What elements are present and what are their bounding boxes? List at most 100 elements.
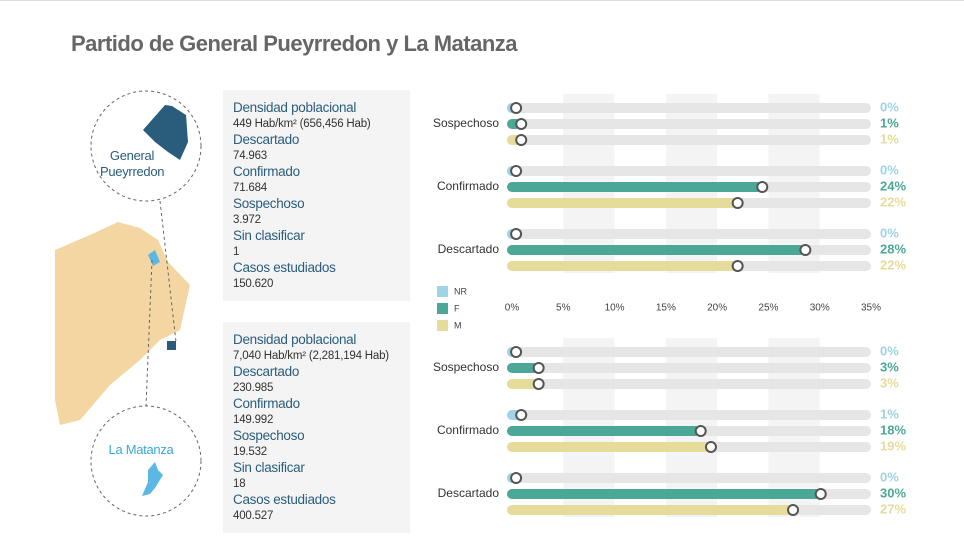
bar [507,379,539,389]
stat-value: 18 [233,478,246,490]
value-dot [515,134,528,146]
legend-swatch [437,286,448,297]
stats-box: Densidad poblacional 7,040 Hab/km² (2,281… [223,322,410,533]
x-tick-label: 5% [556,303,571,314]
stat-value: 230.985 [233,382,274,394]
bar-track [507,119,871,129]
stat-label: Confirmado [233,396,300,411]
bar-track [507,347,871,357]
matanza-marker [148,250,160,266]
bar [507,489,821,499]
stat-label: Sospechoso [233,196,305,211]
stat-label: Densidad poblacional [233,100,357,115]
value-label: 27% [880,501,906,516]
value-label: 1% [880,131,899,146]
stat-label: Sospechoso [233,428,305,443]
value-label: 1% [880,406,899,421]
stats-box: Densidad poblacional 449 Hab/km² (656,456… [223,90,410,301]
stat-label: Casos estudiados [233,492,336,507]
value-label: 0% [880,343,899,358]
category-label: Confirmado [437,423,499,437]
value-label: 0% [880,225,899,240]
value-dot [799,244,812,256]
stat-value: 7,040 Hab/km² (2,281,194 Hab) [233,350,389,362]
stat-label: Casos estudiados [233,260,336,275]
value-label: 3% [880,359,899,374]
bar [507,182,763,192]
bar-track [507,473,871,483]
stat-value: 74.963 [233,150,267,162]
value-dot [515,118,528,130]
title: Partido de General Pueyrredon y La Matan… [71,31,518,56]
stat-value: 19.532 [233,446,267,458]
value-dot [515,409,528,421]
value-dot [704,441,717,453]
value-label: 28% [880,241,906,256]
bar-track [507,166,871,176]
value-dot [787,504,800,516]
stat-value: 3.972 [233,214,261,226]
value-label: 24% [880,178,906,193]
value-label: 22% [880,194,906,209]
value-dot [510,346,523,358]
value-dot [694,425,707,437]
x-tick-label: 25% [758,303,778,314]
bar [507,442,711,452]
bar [507,363,539,373]
pueyrredon-marker [167,341,176,350]
stat-value: 149.992 [233,414,274,426]
bar-track [507,103,871,113]
connector [145,259,153,407]
pueyrredon-shape [143,105,188,160]
x-tick-label: 30% [810,303,830,314]
bar-track [507,410,871,420]
stat-label: Confirmado [233,164,300,179]
value-dot [756,181,769,193]
matanza-shape [142,462,163,496]
stat-label: Sin clasificar [233,228,305,243]
value-dot [510,102,523,114]
value-dot [532,362,545,374]
category-label: Confirmado [437,179,499,193]
value-dot [731,260,744,272]
bar [507,261,738,271]
value-label: 0% [880,99,899,114]
stat-label: Descartado [233,364,300,379]
value-label: 1% [880,115,899,130]
x-tick-label: 20% [707,303,727,314]
zoom-circle [90,405,202,517]
category-label: Sospechoso [433,360,499,374]
stat-value: 449 Hab/km² (656,456 Hab) [233,118,371,130]
value-dot [731,197,744,209]
legend-swatch [437,320,448,331]
legend-swatch [437,303,448,314]
place-name: La Matanza [108,442,174,457]
stat-value: 1 [233,246,240,258]
stat-value: 400.527 [233,510,274,522]
category-label: Descartado [438,242,500,256]
province-map [55,222,190,425]
stat-value: 150.620 [233,278,274,290]
stat-label: Descartado [233,132,300,147]
value-dot [510,472,523,484]
stat-label: Sin clasificar [233,460,305,475]
value-label: 22% [880,257,906,272]
place-name: General Pueyrredon [100,148,165,179]
value-dot [814,488,827,500]
x-tick-label: 35% [861,303,881,314]
bar [507,426,701,436]
value-label: 30% [880,485,906,500]
value-label: 19% [880,438,906,453]
legend-label: F [454,303,460,313]
legend-label: NR [454,286,467,296]
value-label: 3% [880,375,899,390]
value-label: 0% [880,162,899,177]
value-label: 0% [880,469,899,484]
bar-track [507,229,871,239]
bar [507,245,806,255]
category-label: Descartado [438,486,500,500]
value-dot [510,228,523,240]
category-label: Sospechoso [433,116,499,130]
